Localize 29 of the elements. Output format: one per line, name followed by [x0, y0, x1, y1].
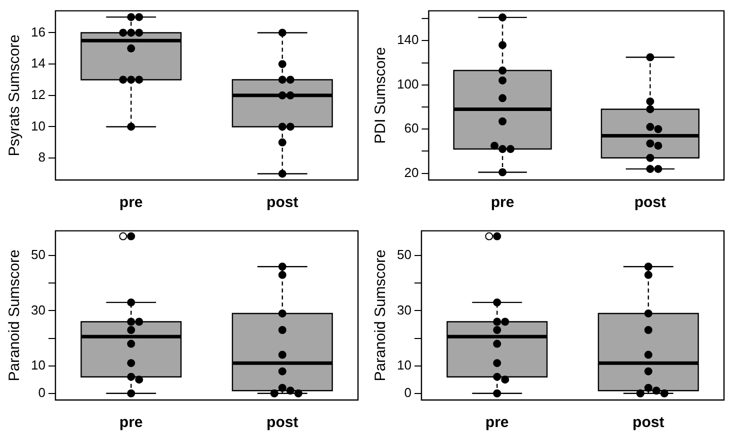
- y-tick-label: 16: [30, 24, 46, 40]
- y-tick-label: 14: [30, 56, 46, 71]
- x-tick-label: post: [632, 414, 664, 432]
- x-tick-label: post: [634, 194, 666, 212]
- y-tick-label: 0: [38, 384, 46, 400]
- y-tick-label: 8: [38, 150, 46, 165]
- y-tick-label: 50: [30, 247, 46, 262]
- y-tick-label: 10: [30, 357, 46, 372]
- x-tick-label: pre: [119, 414, 143, 432]
- y-axis-title: PDI Sumscore: [372, 47, 390, 144]
- y-tick-label: 50: [396, 247, 412, 262]
- y-tick-label: 100: [396, 76, 419, 92]
- y-tick-label: 10: [30, 118, 46, 134]
- y-tick-label: 140: [396, 32, 419, 48]
- x-tick-label: pre: [490, 194, 514, 212]
- y-axis-title: Psyrats Sumscore: [6, 34, 24, 156]
- y-tick-label: 60: [404, 120, 419, 136]
- x-tick-label: post: [266, 194, 298, 212]
- x-tick-label: pre: [119, 194, 143, 212]
- x-tick-label: pre: [485, 414, 509, 432]
- y-tick-label: 20: [404, 164, 419, 180]
- y-tick-label: 30: [396, 302, 412, 318]
- y-tick-label: 12: [30, 86, 46, 102]
- y-tick-label: 0: [404, 384, 412, 400]
- y-axis-title: Paranoid Sumscore: [372, 250, 390, 382]
- y-axis-title: Paranoid Sumscore: [6, 250, 24, 382]
- y-tick-label: 10: [396, 357, 412, 372]
- x-tick-label: post: [266, 414, 298, 432]
- y-tick-label: 30: [30, 302, 46, 318]
